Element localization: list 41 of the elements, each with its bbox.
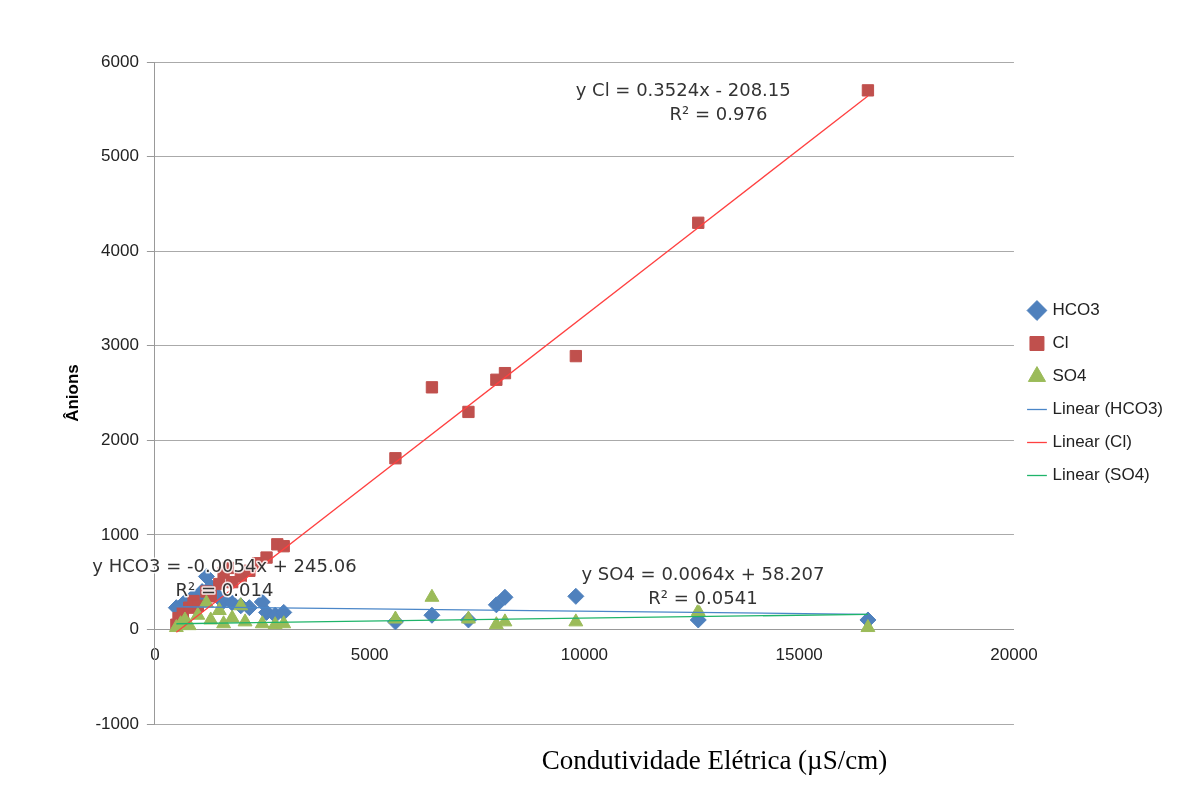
y-tick-label: 6000 <box>101 51 139 71</box>
point <box>497 613 513 627</box>
x-tick-label: 20000 <box>990 645 1038 665</box>
annotation: R² = 0.976 <box>669 103 768 125</box>
x-tick-label: 10000 <box>560 645 609 665</box>
y-tick-label: 0 <box>129 619 139 639</box>
point <box>692 216 705 229</box>
y-tick-label: 1000 <box>101 524 139 544</box>
point <box>462 405 475 419</box>
point <box>211 602 227 616</box>
x-tick-label: 0 <box>150 645 160 665</box>
point <box>569 349 582 363</box>
y-tick-label: 3000 <box>101 335 139 355</box>
x-tick-label: 5000 <box>350 645 389 665</box>
point <box>389 452 402 465</box>
y-tick-label: 4000 <box>101 240 139 260</box>
annotation: y Cl = 0.3524x - 208.15 <box>575 78 791 100</box>
legend-label: HCO3 <box>1052 300 1100 320</box>
point <box>567 587 585 605</box>
y-tick-label: 5000 <box>101 146 139 166</box>
annotation: R² = 0.0541 <box>648 587 758 609</box>
point <box>861 84 875 97</box>
point <box>860 619 876 633</box>
legend-label: Linear (HCO3) <box>1052 399 1164 419</box>
y-tick-label: -1000 <box>95 713 139 733</box>
point <box>224 609 240 623</box>
point <box>568 613 584 627</box>
x-axis-title: Condutividade Elétrica (µS/cm) <box>541 745 888 776</box>
x-tick-label: 15000 <box>775 645 823 665</box>
point <box>424 588 440 602</box>
legend-label: Linear (SO4) <box>1052 465 1150 485</box>
y-axis-title: Ânions <box>62 364 82 422</box>
point <box>496 588 514 606</box>
y-tick-label: 2000 <box>101 429 139 449</box>
point <box>425 381 439 394</box>
annotation: y SO4 = 0.0064x + 58.207 <box>581 562 825 584</box>
point <box>487 596 505 614</box>
legend-label: Cl <box>1052 333 1069 353</box>
legend-label: Linear (Cl) <box>1052 432 1132 452</box>
legend-label: SO4 <box>1052 366 1087 386</box>
point <box>423 606 441 624</box>
